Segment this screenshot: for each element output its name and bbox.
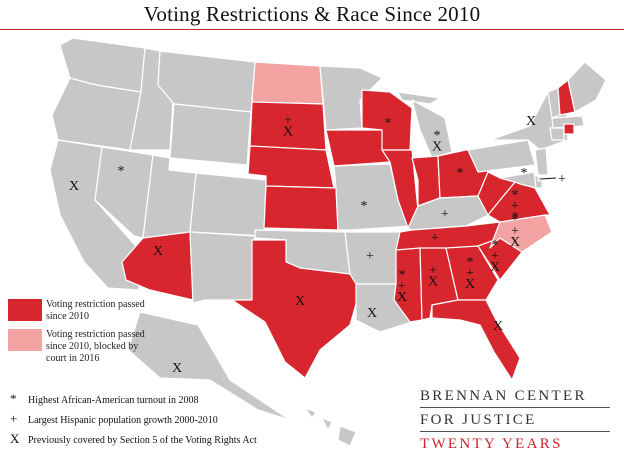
state-ak [127, 311, 291, 421]
state-mark-nc-1: + [511, 224, 519, 239]
us-map: X*X+XX*+X**X*++*+X+X*+XX*+X*+X*+*X* +X [49, 37, 607, 447]
dc-leader-line [540, 177, 557, 180]
state-wy [169, 103, 252, 166]
state-mark-ga-0: * [467, 255, 474, 270]
state-dc [537, 176, 543, 182]
state-mark-ms-0: * [399, 268, 406, 283]
map-title: Voting Restrictions & Race Since 2010 [143, 2, 481, 26]
state-mark-ga-2: X [465, 277, 475, 292]
key-symbol-x: X [10, 431, 20, 446]
key-row-turnout: * Highest African-American turnout in 200… [10, 391, 199, 407]
legend-label-restriction: Voting restriction passed since 2010 [46, 299, 145, 322]
state-md [499, 171, 537, 189]
state-mark-ga-1: + [466, 266, 474, 281]
key-symbol-plus: + [10, 411, 18, 426]
state-mark-ms-1: + [398, 279, 406, 294]
state-mark-tn-0: + [431, 231, 439, 246]
state-ia [325, 129, 391, 167]
key-row-hispanic: + Largest Hispanic population growth 2000… [10, 411, 218, 427]
legend-swatch-blocked [8, 329, 42, 351]
state-mark-al-1: X [428, 275, 438, 290]
state-fl [431, 299, 521, 381]
state-tx [231, 239, 361, 379]
state-mark-fl-0: X [493, 319, 503, 334]
state-mark-mi-0: * [434, 129, 441, 144]
key-label-hispanic: Largest Hispanic population growth 2000-… [28, 415, 218, 426]
key-row-section5: X Previously covered by Section 5 of the … [10, 431, 257, 447]
key-symbol-asterisk: * [10, 391, 17, 406]
state-ct [549, 127, 565, 141]
state-mark-va-2: * [512, 210, 519, 225]
state-mark-nc-2: X [510, 235, 520, 250]
state-mark-sd-0: + [284, 114, 292, 129]
legend-swatch-restriction [8, 299, 42, 321]
state-mark-ak-0: X [172, 361, 182, 376]
state-mark-sc-2: X [490, 260, 500, 275]
state-mark-tx-0: X [295, 294, 305, 309]
state-pa [467, 139, 536, 173]
state-hi [304, 407, 357, 447]
state-co [189, 172, 267, 237]
state-ny [489, 91, 569, 151]
state-mark-ms-2: X [397, 290, 407, 305]
state-mark-sc-1: + [491, 249, 499, 264]
state-mark-va-1: + [511, 199, 519, 214]
state-mark-ny-0: X [526, 114, 536, 129]
state-mark-al-0: + [429, 264, 437, 279]
state-mark-sd-1: X [283, 125, 293, 140]
legend-label-blocked: Voting restriction passed since 2010, bl… [46, 329, 145, 364]
state-nj [534, 147, 549, 176]
brand-line-2: FOR JUSTICE [420, 412, 537, 428]
state-nd [251, 61, 324, 105]
state-mark-ca-0: X [69, 179, 79, 194]
state-mark-la-0: X [367, 306, 377, 321]
state-mark-oh-0: * [457, 166, 464, 181]
state-ri [563, 123, 575, 135]
state-mark-md-0: * [521, 166, 528, 181]
brand-line-1: BRENNAN CENTER [420, 388, 587, 404]
state-nm [189, 231, 256, 304]
key-label-turnout: Highest African-American turnout in 2008 [28, 395, 199, 406]
state-mark-mi-1: X [432, 140, 442, 155]
brand-rule-2 [420, 431, 610, 432]
state-mark-nc-0: * [512, 213, 519, 228]
state-mark-mo-0: * [361, 199, 368, 214]
state-mark-ar-0: + [366, 249, 374, 264]
state-ut [142, 154, 197, 239]
state-ma [551, 115, 585, 129]
state-mark-dc-0: + [558, 172, 566, 187]
state-mark-sc-0: * [492, 238, 499, 253]
state-mark-az-0: X [153, 244, 163, 259]
brand-rule-1 [420, 407, 610, 408]
state-nv [94, 146, 154, 239]
state-mark-va-0: * [512, 188, 519, 203]
state-mark-ky-0: + [441, 207, 449, 222]
state-ks [263, 185, 339, 231]
state-mt [157, 50, 256, 113]
state-mark-nv-0: * [118, 164, 125, 179]
state-mark-wi-0: * [385, 116, 392, 131]
title-rule [0, 29, 624, 30]
state-ga [445, 245, 499, 301]
key-label-section5: Previously covered by Section 5 of the V… [28, 435, 257, 446]
state-me [567, 61, 607, 113]
brand-line-3: TWENTY YEARS [420, 436, 563, 452]
brennan-center-logo: BRENNAN CENTER FOR JUSTICE TWENTY YEARS [420, 386, 610, 454]
